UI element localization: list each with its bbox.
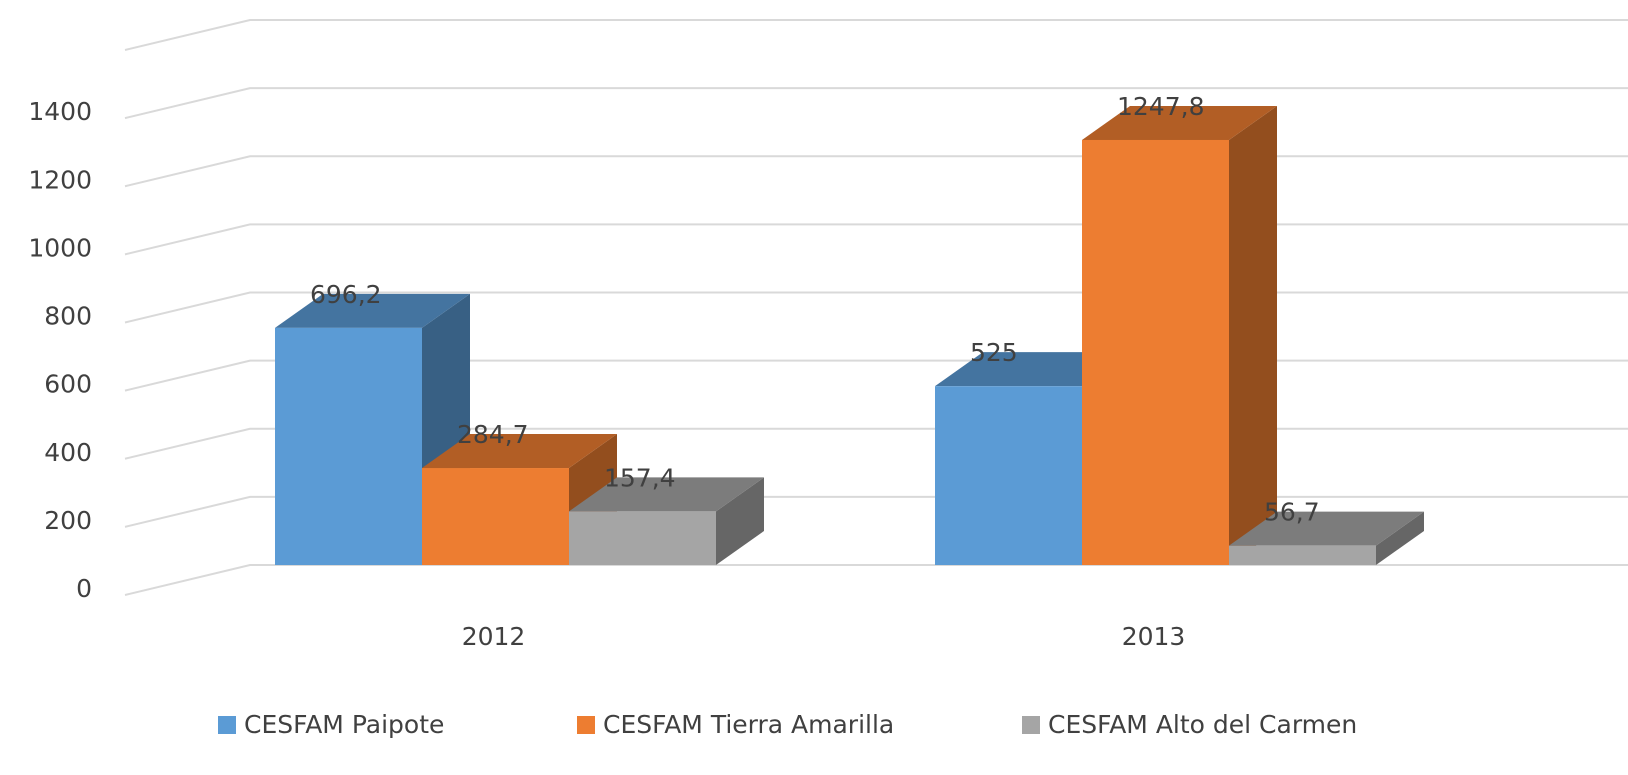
bar-top (275, 293, 470, 328)
data-label: 696,2 (310, 280, 382, 309)
bar-top (935, 352, 1130, 387)
bar (275, 327, 422, 565)
y-tick-label: 0 (76, 574, 92, 603)
bar-top (569, 477, 764, 512)
data-label: 1247,8 (1117, 92, 1204, 121)
bar-top (422, 434, 617, 469)
y-tick-label: 800 (44, 302, 92, 331)
bar-top (1082, 105, 1277, 140)
data-label: 157,4 (604, 463, 676, 492)
grid-line (124, 223, 1628, 256)
y-tick-label: 400 (44, 438, 92, 467)
legend-swatch (577, 716, 595, 734)
y-tick-label: 1000 (28, 233, 92, 262)
legend-label: CESFAM Tierra Amarilla (603, 710, 894, 739)
bar-top (1229, 511, 1424, 546)
data-label: 525 (970, 338, 1018, 367)
bar (422, 468, 569, 565)
y-tick-label: 1400 (28, 97, 92, 126)
y-tick-label: 200 (44, 506, 92, 535)
legend-label: CESFAM Paipote (244, 710, 444, 739)
grid-line (124, 19, 1628, 51)
bar-side (1229, 105, 1277, 565)
bar (935, 386, 1082, 565)
grid-line (124, 87, 1628, 120)
bar (1229, 545, 1376, 565)
data-label: 284,7 (457, 420, 529, 449)
y-tick-label: 600 (44, 370, 92, 399)
bar-side (716, 477, 764, 565)
x-tick-label: 2012 (462, 622, 526, 651)
legend-swatch (218, 716, 236, 734)
data-label: 56,7 (1264, 498, 1320, 527)
bar (569, 511, 716, 565)
grid-line (124, 155, 1628, 188)
grid-line (124, 564, 1628, 596)
y-tick-label: 1200 (28, 165, 92, 194)
x-tick-label: 2013 (1122, 622, 1186, 651)
legend-label: CESFAM Alto del Carmen (1048, 710, 1357, 739)
bar-side (1376, 511, 1424, 565)
legend-swatch (1022, 716, 1040, 734)
bar (1082, 139, 1229, 565)
